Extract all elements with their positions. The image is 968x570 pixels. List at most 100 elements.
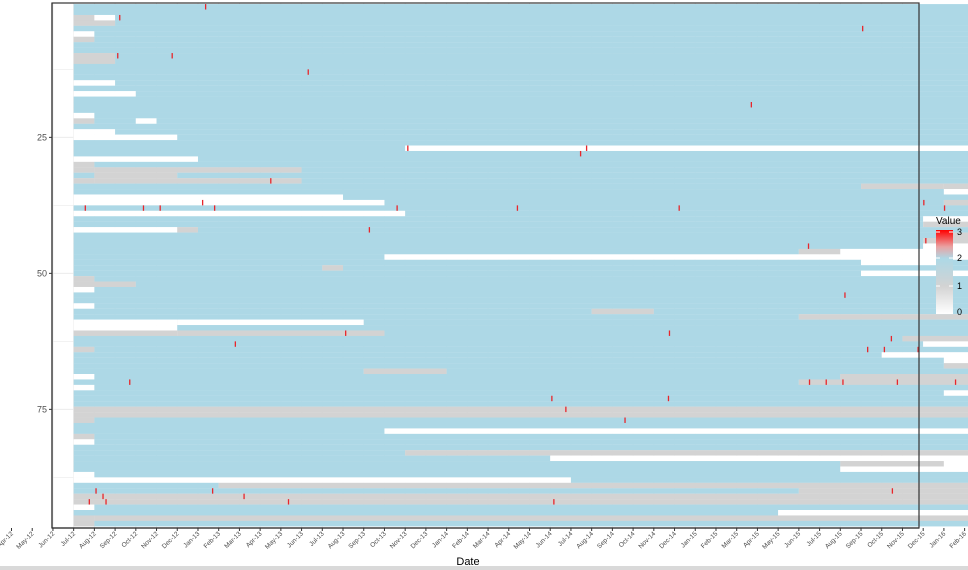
heatmap-segment — [73, 210, 406, 217]
heatmap-segment — [73, 461, 841, 467]
x-tick-label: Aug-14 — [575, 530, 595, 550]
x-tick-label: Mar-13 — [223, 530, 243, 550]
heatmap-segment — [94, 417, 968, 424]
heatmap-segment — [73, 319, 178, 326]
heatmap-segment — [73, 25, 968, 32]
heatmap-spike — [750, 102, 752, 108]
heatmap-segment — [798, 379, 968, 385]
heatmap-segment — [94, 286, 968, 293]
heatmap-segment — [861, 270, 968, 277]
heatmap-segment — [94, 384, 968, 391]
heatmap-segment — [73, 292, 968, 298]
heatmap-segment — [94, 374, 841, 380]
heatmap-segment — [73, 134, 178, 141]
heatmap-segment — [73, 417, 95, 424]
heatmap-segment — [73, 172, 95, 179]
heatmap-segment — [840, 374, 968, 380]
legend-ticks: 0 1 2 3 — [936, 227, 962, 317]
heatmap-segment — [73, 335, 903, 342]
heatmap-segment — [73, 161, 95, 168]
heatmap-spike — [808, 379, 811, 385]
heatmap-segment — [73, 156, 198, 162]
x-tick-label: Feb-15 — [700, 530, 720, 550]
heatmap-spike — [954, 379, 957, 385]
heatmap-spike — [243, 493, 245, 500]
heatmap-segment — [177, 319, 364, 326]
heatmap-spike — [287, 499, 290, 505]
legend-colorbar — [936, 230, 953, 314]
heatmap-segment — [550, 455, 968, 462]
heatmap-segment — [94, 471, 968, 478]
heatmap-spike — [862, 25, 864, 32]
heatmap-segment — [73, 450, 406, 456]
x-tick-label: Nov-15 — [886, 530, 906, 550]
heatmap-spike — [551, 395, 553, 402]
heatmap-segment — [73, 69, 968, 75]
heatmap-segment — [446, 368, 968, 375]
heatmap-spike — [102, 493, 104, 500]
heatmap-segment — [94, 36, 968, 43]
heatmap-segment — [73, 9, 968, 16]
heatmap-segment — [73, 31, 95, 37]
heatmap-spike — [117, 53, 119, 59]
heatmap-segment — [405, 450, 968, 456]
x-tick-label: May-12 — [15, 530, 36, 551]
heatmap-segment — [94, 346, 968, 353]
heatmap-segment — [94, 515, 968, 521]
heatmap-segment — [197, 227, 968, 233]
heatmap-segment — [177, 172, 968, 179]
heatmap-spike — [883, 346, 886, 353]
heatmap-segment — [73, 85, 968, 92]
heatmap-segment — [902, 335, 968, 342]
y-tick-label: 50 — [37, 268, 47, 278]
heatmap-segment — [73, 265, 323, 271]
heatmap-segment — [73, 183, 862, 190]
heatmap-segment — [94, 433, 968, 440]
heatmap-segment — [94, 504, 968, 511]
heatmap-segment — [73, 286, 95, 293]
heatmap-segment — [778, 510, 968, 516]
heatmap-segment — [798, 488, 968, 494]
heatmap-spike — [95, 488, 97, 494]
x-tick-label: Feb-14 — [451, 530, 471, 550]
heatmap-segment — [73, 314, 799, 320]
x-tick-label: Oct-14 — [618, 530, 637, 549]
heatmap-cells — [73, 4, 968, 527]
heatmap-spike — [129, 379, 131, 385]
x-tick-label: Sep-14 — [596, 530, 616, 550]
heatmap-segment — [73, 281, 136, 288]
heatmap-spike — [407, 145, 409, 151]
heatmap-segment — [73, 466, 841, 473]
x-tick-label: Oct-15 — [866, 530, 885, 549]
heatmap-segment — [73, 444, 968, 451]
heatmap-segment — [943, 232, 968, 239]
heatmap-spike — [396, 205, 398, 211]
heatmap-segment — [73, 107, 968, 113]
heatmap-spike — [891, 488, 894, 494]
x-tick-label: May-15 — [761, 530, 782, 551]
heatmap-spike — [890, 335, 893, 342]
heatmap-segment — [73, 58, 116, 65]
heatmap-segment — [73, 499, 968, 505]
y-axis: 25 50 75 — [37, 3, 53, 528]
heatmap-segment — [943, 259, 968, 266]
x-tick-label: Jan-16 — [928, 530, 947, 549]
heatmap-segment — [923, 352, 968, 358]
heatmap-segment — [73, 248, 799, 255]
heatmap-segment — [177, 134, 968, 141]
heatmap-segment — [653, 308, 968, 315]
legend-tick-label: 3 — [957, 227, 962, 237]
heatmap-spike — [842, 379, 844, 385]
heatmap-segment — [943, 199, 968, 206]
heatmap-spike — [943, 205, 946, 211]
x-tick-label: Dec-12 — [161, 530, 181, 550]
heatmap-segment — [73, 488, 799, 494]
heatmap-spike — [270, 178, 272, 184]
heatmap-segment — [73, 167, 95, 173]
heatmap-segment — [94, 276, 968, 282]
heatmap-segment — [94, 14, 116, 21]
heatmap-segment — [94, 31, 968, 37]
x-tick-label: Apr-14 — [493, 530, 512, 549]
x-tick-label: Jan-14 — [431, 530, 450, 549]
